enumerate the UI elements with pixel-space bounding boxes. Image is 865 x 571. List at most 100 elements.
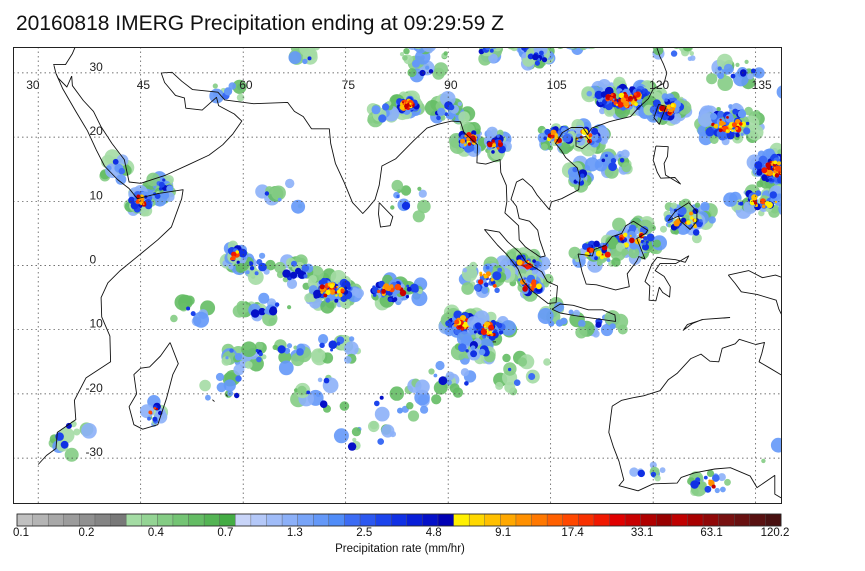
precip-cell [718, 128, 723, 133]
precip-cell [629, 234, 632, 237]
precip-cell [411, 290, 428, 307]
precip-cell [611, 257, 621, 267]
precip-cell [671, 107, 676, 111]
precip-cell [307, 56, 312, 61]
precip-cell [621, 162, 632, 173]
precip-cell [629, 237, 635, 244]
precip-cell [401, 201, 411, 210]
precip-cell [743, 127, 751, 135]
precip-cell [692, 229, 700, 236]
colorbar-swatch [297, 513, 314, 527]
precip-cell [249, 266, 255, 271]
precip-cell [704, 485, 712, 493]
precip-cell [594, 158, 608, 172]
precip-cell [765, 178, 770, 183]
colorbar-tick-label: 0.2 [78, 527, 95, 539]
precip-cell [224, 87, 233, 96]
precip-cell [611, 100, 615, 103]
precip-cell [596, 260, 603, 267]
colorbar-tick-label: 63.1 [700, 527, 723, 539]
precip-cell [388, 297, 393, 302]
precip-cell [770, 437, 782, 453]
precip-cell [551, 134, 555, 139]
precip-cell [435, 360, 445, 371]
precip-cell [256, 356, 262, 363]
lon-tick-label: 30 [26, 78, 40, 92]
precip-cell [379, 395, 384, 400]
precip-cell [568, 309, 574, 315]
precip-cell [428, 69, 434, 74]
precip-cell [347, 286, 351, 290]
colorbar-tick-label: 120.2 [760, 527, 790, 539]
coastline [653, 103, 667, 125]
precip-cell [344, 341, 359, 356]
precip-cell [490, 278, 494, 282]
precip-cell [147, 416, 151, 421]
precip-cell [282, 269, 291, 278]
colorbar-swatch [281, 513, 299, 527]
precip-cell [642, 242, 647, 246]
precip-cell [458, 111, 470, 123]
precip-cell [628, 224, 637, 232]
precip-cell [371, 105, 381, 115]
precip-cell [507, 367, 512, 372]
precip-cell [344, 356, 352, 364]
precip-cell [278, 360, 294, 376]
precip-cell [236, 263, 242, 269]
colorbar-swatch [125, 513, 143, 527]
precip-cell [531, 60, 536, 65]
precip-cell [199, 379, 211, 392]
precip-cell [773, 187, 778, 193]
precip-cell [666, 104, 672, 110]
precip-cell [354, 288, 364, 299]
precip-cell [399, 52, 405, 57]
precip-cell [634, 102, 638, 106]
colorbar-swatch [656, 513, 673, 527]
precip-cell [755, 190, 762, 197]
coastline [652, 145, 681, 185]
precip-cell [539, 50, 544, 56]
precip-cell [303, 274, 308, 279]
precip-cell [735, 133, 740, 138]
colorbar-swatch [235, 513, 252, 527]
precip-cell [244, 361, 253, 369]
precip-cell [769, 160, 772, 164]
precip-cell [470, 350, 478, 358]
precip-cell [477, 279, 484, 285]
precip-cell [605, 236, 619, 250]
precip-cell [412, 210, 425, 223]
coastline [55, 73, 73, 88]
precip-cell [541, 57, 548, 63]
precip-cell [584, 251, 590, 257]
precip-cell [691, 233, 702, 244]
precip-cell [274, 302, 280, 307]
precip-cell [723, 136, 728, 140]
colorbar-swatches [16, 513, 782, 527]
coastline [727, 270, 782, 317]
precip-cell [352, 437, 357, 442]
lat-tick-label: -30 [85, 445, 103, 459]
precip-cell [696, 221, 703, 228]
precip-cell [118, 167, 126, 175]
coastline [212, 399, 215, 402]
precip-cell [725, 129, 729, 132]
precip-cell [374, 400, 380, 407]
precip-cell [673, 208, 678, 213]
precip-cell [473, 330, 477, 334]
colorbar-swatch [562, 513, 579, 527]
precip-cell [340, 288, 345, 293]
precip-cell [751, 68, 756, 74]
precip-cell [604, 310, 621, 326]
precip-cell [336, 285, 339, 288]
precip-cell [578, 319, 586, 328]
precip-cell [703, 475, 708, 480]
precip-cell [768, 177, 773, 182]
precip-cell [547, 145, 554, 151]
precip-cell [306, 390, 311, 395]
precip-cell [633, 92, 637, 96]
precip-cell [444, 326, 455, 337]
precip-cell [393, 297, 398, 302]
precip-cell [436, 115, 441, 121]
precip-cell [169, 179, 174, 184]
precip-cell [449, 383, 460, 394]
